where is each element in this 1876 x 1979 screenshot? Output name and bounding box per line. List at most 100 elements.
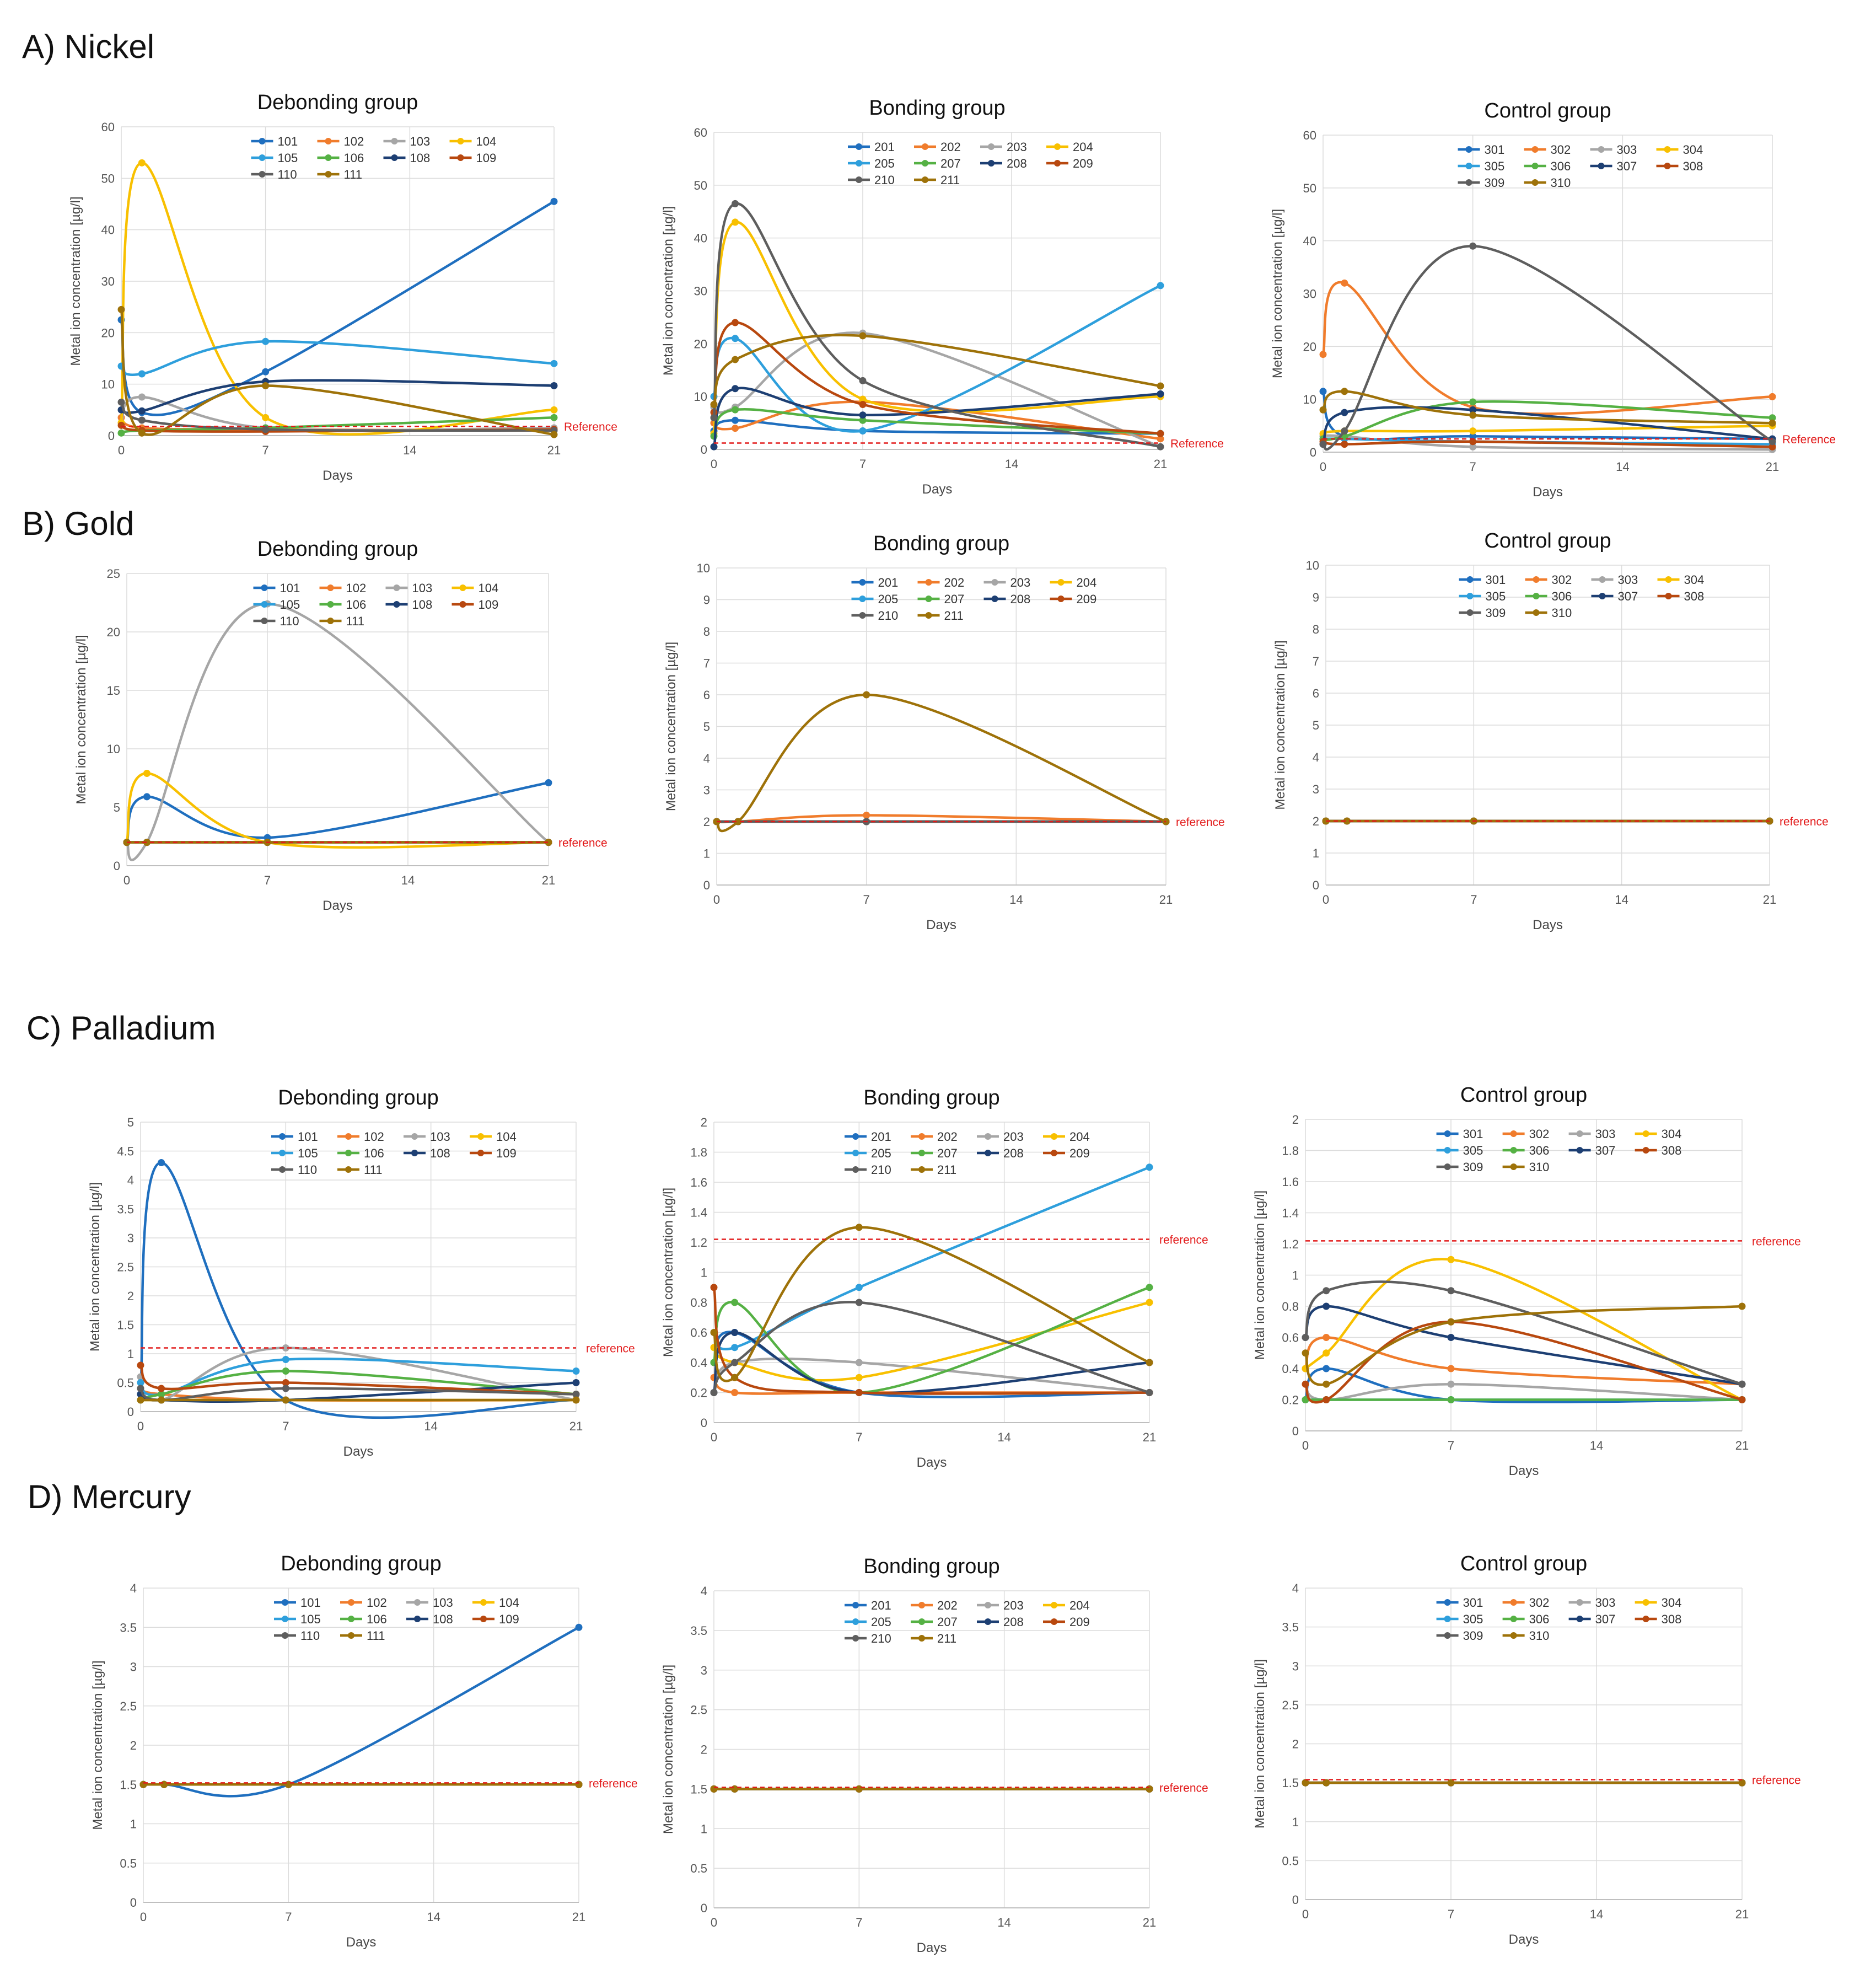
data-point-310: [1447, 1318, 1455, 1326]
legend-label: 105: [278, 151, 298, 165]
legend-marker-209: [1051, 1618, 1057, 1625]
legend-marker-110: [259, 171, 266, 178]
legend-marker-202: [918, 1602, 925, 1608]
data-point-211: [855, 1224, 863, 1231]
data-point-106: [117, 429, 125, 437]
y-tick-label: 0: [1292, 1424, 1299, 1438]
legend-label: 204: [1069, 1130, 1090, 1144]
data-point-104: [262, 414, 270, 421]
y-tick-label: 10: [697, 561, 710, 575]
data-point-310: [1447, 1779, 1455, 1787]
legend-label: 101: [280, 581, 300, 595]
data-point-201: [732, 416, 739, 424]
series-line-308: [1304, 1321, 1744, 1404]
legend-label: 309: [1463, 1160, 1483, 1174]
legend-label: 310: [1551, 176, 1571, 190]
legend-label: 307: [1618, 589, 1638, 603]
series-line-302: [1321, 281, 1774, 415]
data-point-110: [137, 1385, 144, 1392]
x-tick-label: 14: [1590, 1439, 1603, 1452]
legend-marker-309: [1465, 179, 1472, 186]
x-tick-label: 7: [285, 1910, 292, 1924]
legend-marker-306: [1531, 163, 1539, 169]
x-tick-label: 7: [1470, 893, 1477, 907]
x-tick-label: 7: [262, 443, 269, 457]
reference-label: reference: [1780, 816, 1829, 828]
data-point-211: [710, 1329, 718, 1336]
y-tick-label: 0: [703, 878, 710, 892]
y-tick-label: 4: [1313, 750, 1319, 764]
y-tick-label: 1.8: [690, 1146, 707, 1160]
legend-marker-210: [852, 1635, 859, 1642]
section-label-palladium: C) Palladium: [26, 1010, 216, 1047]
legend-label: 302: [1529, 1596, 1550, 1610]
data-point-307: [1323, 1302, 1330, 1310]
legend-label: 309: [1486, 606, 1506, 620]
data-point-211: [732, 356, 739, 363]
y-axis-label: Metal ion concentration [µg/l]: [68, 196, 83, 366]
y-tick-label: 7: [703, 657, 710, 671]
legend-marker-102: [325, 138, 332, 144]
legend-marker-307: [1576, 1147, 1583, 1154]
data-point-309: [1302, 1334, 1309, 1341]
series-line-207: [712, 1286, 1151, 1394]
legend-marker-105: [261, 601, 268, 608]
y-tick-label: 2.5: [120, 1699, 137, 1713]
legend-marker-203: [985, 1133, 991, 1140]
series-line-302: [1304, 1336, 1744, 1386]
legend-label: 210: [878, 609, 899, 623]
legend-label: 310: [1529, 1629, 1550, 1643]
legend-label: 101: [300, 1596, 321, 1610]
series-line-109: [139, 1364, 578, 1396]
data-point-302: [1341, 279, 1348, 287]
data-point-211: [731, 1785, 739, 1793]
data-point-105: [572, 1367, 580, 1375]
data-point-210: [1146, 1389, 1153, 1396]
y-tick-label: 1.2: [690, 1236, 707, 1249]
y-tick-label: 20: [101, 326, 115, 340]
y-tick-label: 2: [703, 815, 710, 829]
legend-marker-211: [918, 1635, 925, 1642]
series-line-301: [1321, 390, 1774, 441]
series-line-101: [139, 1161, 578, 1419]
data-point-105: [138, 370, 146, 378]
x-tick-label: 7: [1470, 460, 1476, 474]
data-point-310: [1738, 1302, 1746, 1310]
series-line-110: [120, 401, 556, 432]
legend-label: 210: [871, 1163, 891, 1177]
legend-label: 103: [410, 135, 431, 148]
legend-marker-202: [922, 143, 928, 150]
legend-marker-104: [457, 138, 464, 144]
data-point-306: [1769, 414, 1776, 422]
legend-marker-310: [1510, 1163, 1517, 1170]
legend-marker-108: [391, 154, 398, 161]
legend-label: 205: [871, 1146, 891, 1160]
legend-label: 211: [944, 609, 964, 623]
legend-marker-301: [1444, 1130, 1451, 1137]
legend-marker-111: [348, 1632, 354, 1639]
y-tick-label: 0: [108, 429, 115, 443]
data-point-308: [1769, 443, 1776, 450]
legend-marker-108: [411, 1150, 418, 1156]
chart-4: 0 1 2 3 4 5 6 7 8 9 10 0 7 14 21 Bonding group Days Metal…: [664, 532, 1225, 932]
y-tick-label: 2.5: [1282, 1698, 1299, 1712]
data-point-103: [138, 393, 146, 401]
legend-marker-103: [393, 584, 400, 591]
legend-label: 305: [1486, 589, 1506, 603]
data-point-211: [859, 332, 867, 340]
y-tick-label: 5: [114, 801, 120, 814]
x-tick-label: 0: [140, 1910, 147, 1924]
y-tick-label: 0: [114, 859, 120, 873]
legend-label: 108: [433, 1612, 453, 1626]
data-point-301: [1469, 432, 1477, 440]
data-point-111: [282, 1396, 289, 1404]
data-point-111: [138, 429, 146, 437]
y-axis-label: Metal ion concentration [µg/l]: [74, 635, 89, 804]
x-tick-label: 21: [547, 443, 561, 457]
legend-label: 302: [1551, 143, 1571, 157]
legend-marker-203: [985, 1602, 991, 1608]
y-tick-label: 4: [130, 1581, 137, 1595]
legend-label: 302: [1552, 573, 1572, 587]
series-line-211: [712, 334, 1162, 406]
legend-marker-101: [282, 1599, 288, 1606]
